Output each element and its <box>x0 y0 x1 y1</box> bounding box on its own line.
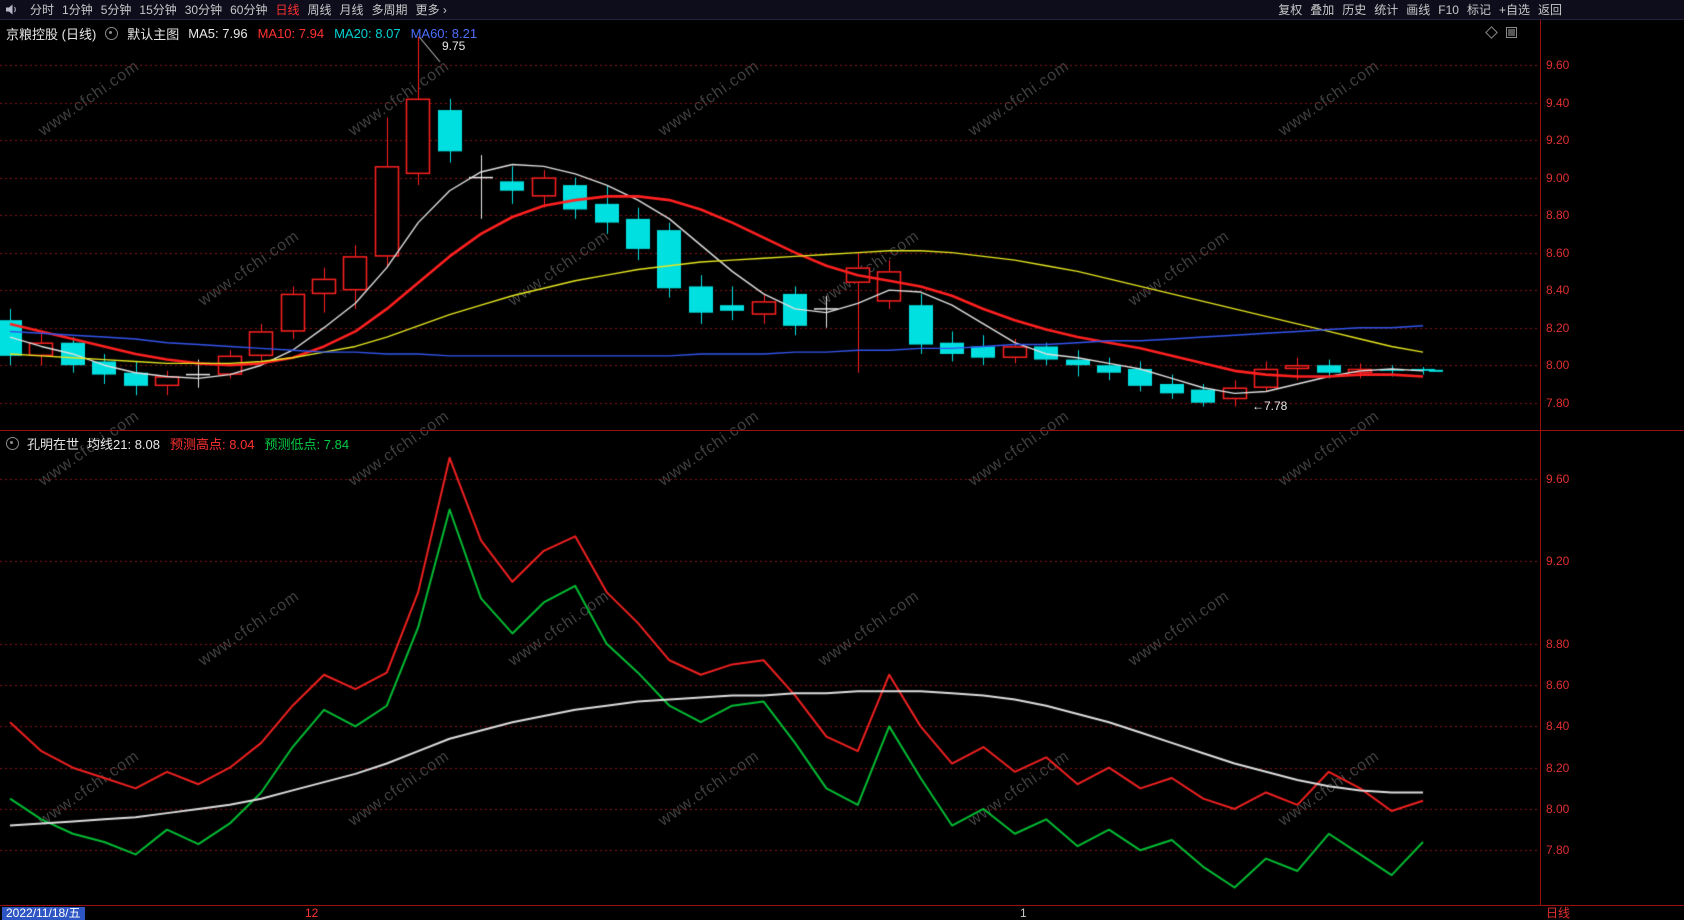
toolbar-action-statistics[interactable]: 统计 <box>1374 3 1399 17</box>
month-marker: 12 <box>305 906 319 920</box>
y-axis-label: 8.20 <box>1546 760 1570 775</box>
toolbar-action-history[interactable]: 历史 <box>1342 3 1367 17</box>
y-axis-label: 9.00 <box>1546 170 1570 185</box>
indicator-chart-canvas[interactable] <box>0 431 1684 904</box>
y-axis-label: 9.40 <box>1546 95 1570 110</box>
y-axis-label: 8.60 <box>1546 678 1570 693</box>
toolbar-item-intraday[interactable]: 分时 <box>30 3 55 17</box>
speaker-icon[interactable] <box>6 4 20 15</box>
toolbar-item-weekly[interactable]: 周线 <box>307 3 332 17</box>
toolbar-item-daily[interactable]: 日线 <box>275 3 300 17</box>
time-axis-bar: 2022/11/18/五 日线 12 1 <box>0 905 1684 920</box>
toolbar-action-adjust[interactable]: 复权 <box>1278 3 1303 17</box>
main-chart-header: 京粮控股 (日线) 默认主图 MA5: 7.96 MA10: 7.94 MA20: … <box>6 24 487 43</box>
axis-border <box>1540 20 1541 905</box>
low-price-label: ←7.78 <box>1252 399 1288 413</box>
indicator-param: 均线21: 8.08 <box>87 437 161 452</box>
y-axis-label: 7.80 <box>1546 843 1570 858</box>
toolbar-period-group: 分时 1分钟 5分钟 15分钟 30分钟 60分钟 日线 周线 月线 多周期 更多 › <box>26 1 451 18</box>
ma-label: MA60: 8.21 <box>410 26 478 41</box>
collapse-toggle-icon[interactable] <box>105 27 119 40</box>
y-axis-label: 8.00 <box>1546 358 1570 373</box>
diamond-icon[interactable] <box>1485 26 1498 39</box>
y-axis-label: 8.00 <box>1546 801 1570 816</box>
window-icon[interactable] <box>1506 27 1517 38</box>
toolbar-action-back[interactable]: 返回 <box>1537 3 1562 17</box>
toolbar-action-f10[interactable]: F10 <box>1438 2 1459 17</box>
y-axis-label: 8.40 <box>1546 719 1570 734</box>
toolbar-item-5min[interactable]: 5分钟 <box>100 3 132 17</box>
main-chart-canvas[interactable] <box>0 20 1684 429</box>
y-axis-label: 9.60 <box>1546 58 1570 73</box>
toolbar-item-1min[interactable]: 1分钟 <box>62 3 93 17</box>
toolbar-action-add-watchlist[interactable]: +自选 <box>1498 3 1530 17</box>
y-axis-label: 9.20 <box>1546 133 1570 148</box>
y-axis-label: 7.80 <box>1546 395 1570 410</box>
y-axis-label: 8.40 <box>1546 283 1570 298</box>
panel-corner-icons <box>1485 26 1517 39</box>
toolbar-item-more[interactable]: 更多 › <box>415 3 447 17</box>
peak-price-label: 9.75 <box>442 39 466 53</box>
selected-date[interactable]: 2022/11/18/五 <box>2 907 85 920</box>
toolbar-item-multi-period[interactable]: 多周期 <box>371 3 408 17</box>
top-toolbar: 分时 1分钟 5分钟 15分钟 30分钟 60分钟 日线 周线 月线 多周期 更多 › 复权 叠加 历史… <box>0 0 1684 20</box>
toolbar-item-60min[interactable]: 60分钟 <box>230 3 268 17</box>
indicator-collapse-icon[interactable] <box>6 437 19 450</box>
period-label: 日线 <box>1546 906 1571 920</box>
toolbar-action-draw-line[interactable]: 画线 <box>1406 3 1431 17</box>
y-axis-label: 8.20 <box>1546 320 1570 335</box>
overlay-label[interactable]: 默认主图 <box>127 27 180 42</box>
y-axis-label: 8.80 <box>1546 208 1570 223</box>
indicator-param: 预测低点: 7.84 <box>264 437 350 452</box>
y-axis-label: 8.80 <box>1546 636 1570 651</box>
ma-label: MA5: 7.96 <box>188 26 248 41</box>
indicator-title[interactable]: 孔明在世 <box>27 437 80 452</box>
toolbar-action-group: 复权 叠加 历史 统计 画线 F10 标记 +自选 返回 <box>1274 1 1566 18</box>
y-axis-label: 8.60 <box>1546 245 1570 260</box>
y-axis-label: 9.60 <box>1546 471 1570 486</box>
indicator-header: 孔明在世 均线21: 8.08 预测高点: 8.04 预测低点: 7.84 <box>6 434 359 453</box>
toolbar-action-mark[interactable]: 标记 <box>1466 3 1491 17</box>
indicator-param: 预测高点: 8.04 <box>170 437 255 452</box>
toolbar-item-15min[interactable]: 15分钟 <box>139 3 177 17</box>
toolbar-action-overlay[interactable]: 叠加 <box>1310 3 1335 17</box>
toolbar-item-monthly[interactable]: 月线 <box>339 3 364 17</box>
toolbar-item-30min[interactable]: 30分钟 <box>184 3 223 17</box>
month-marker: 1 <box>1020 906 1027 920</box>
stock-title[interactable]: 京粮控股 (日线) <box>6 27 97 42</box>
indicator-params-group: 均线21: 8.08 预测高点: 8.04 预测低点: 7.84 <box>87 434 359 453</box>
panel-divider[interactable] <box>0 430 1684 431</box>
y-axis-label: 9.20 <box>1546 554 1570 569</box>
ma-label: MA20: 8.07 <box>334 26 401 41</box>
ma-label: MA10: 7.94 <box>257 26 325 41</box>
ma-labels-group: MA5: 7.96 MA10: 7.94 MA20: 8.07 MA60: 8.21 <box>188 26 487 41</box>
